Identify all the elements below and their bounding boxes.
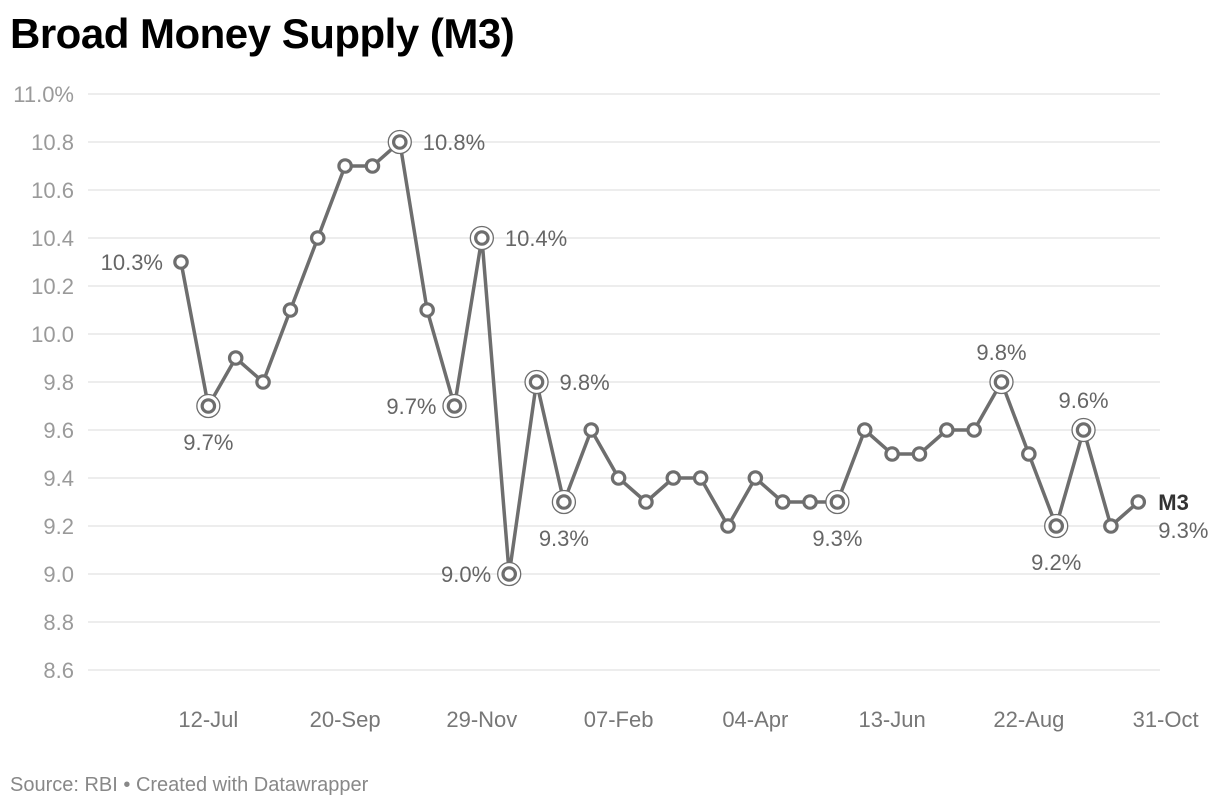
data-point <box>747 470 764 486</box>
data-point <box>391 134 408 150</box>
x-tick-label: 12-Jul <box>178 707 238 732</box>
data-label: 9.2% <box>1031 550 1081 575</box>
data-point <box>255 374 271 390</box>
data-point <box>282 302 299 318</box>
source-text: Source: RBI <box>10 774 118 796</box>
x-tick-label: 20-Sep <box>310 707 381 732</box>
data-point <box>419 302 435 318</box>
x-axis: 12-Jul 20-Sep 29-Nov 07-Feb 04-Apr 13-Jun 22-A… <box>178 707 1198 732</box>
series-name-label: M3 <box>1158 490 1189 515</box>
data-label: 9.0% <box>441 562 491 587</box>
data-point <box>1021 446 1037 462</box>
data-point <box>556 494 572 510</box>
data-label: 9.7% <box>386 394 436 419</box>
x-tick-label: 31-Oct <box>1133 707 1199 732</box>
data-point <box>884 446 900 462</box>
y-tick-label: 11.0% <box>13 82 74 107</box>
data-point <box>364 158 381 174</box>
data-point <box>227 350 244 366</box>
y-tick-label: 9.8 <box>43 370 74 395</box>
series-points <box>173 129 1147 587</box>
data-label: 9.8% <box>976 340 1026 365</box>
data-point <box>1048 518 1064 534</box>
data-label: 10.3% <box>101 250 163 275</box>
data-point <box>692 470 709 486</box>
data-labels: 10.3% 9.7% 10.8% 9.7% 10.4% 9.0% 9.8% 9.3% 9.3% 9… <box>101 130 1209 587</box>
data-point <box>638 494 654 510</box>
data-label: 9.7% <box>183 430 233 455</box>
data-point <box>802 494 818 510</box>
data-point <box>173 254 189 270</box>
y-tick-label: 10.6 <box>31 178 74 203</box>
y-tick-label: 9.6 <box>43 418 74 443</box>
data-point <box>309 230 326 246</box>
credit-text: Created with Datawrapper <box>135 774 369 796</box>
y-tick-label: 10.0 <box>31 322 74 347</box>
data-point <box>829 494 846 510</box>
data-label: 10.8% <box>423 130 485 155</box>
chart-title: Broad Money Supply (M3) <box>10 10 515 57</box>
data-point <box>501 566 517 582</box>
data-label: 10.4% <box>505 226 567 251</box>
y-tick-label: 9.0 <box>43 562 74 587</box>
y-tick-label: 8.6 <box>43 658 74 683</box>
x-tick-label: 07-Feb <box>584 707 654 732</box>
data-point <box>856 422 873 438</box>
y-tick-label: 9.4 <box>43 466 74 491</box>
y-tick-label: 9.2 <box>43 514 74 539</box>
y-tick-label: 10.2 <box>31 274 74 299</box>
grid-lines <box>88 93 1160 671</box>
x-tick-label: 04-Apr <box>722 707 788 732</box>
data-point <box>938 422 955 438</box>
data-label: 9.3% <box>539 526 589 551</box>
data-point <box>337 158 353 174</box>
data-point <box>583 422 600 438</box>
data-label: 9.8% <box>560 370 610 395</box>
data-point <box>720 518 736 534</box>
chart-footer: Source: RBI • Created with Datawrapper <box>10 774 368 797</box>
x-tick-label: 29-Nov <box>446 707 517 732</box>
data-point <box>446 398 463 414</box>
series-end-value-label: 9.3% <box>1158 518 1208 543</box>
x-tick-label: 13-Jun <box>858 707 925 732</box>
footer-separator: • <box>117 774 136 796</box>
data-point <box>1075 422 1092 438</box>
y-tick-label: 10.8 <box>31 130 74 155</box>
data-point <box>474 230 490 246</box>
y-tick-label: 8.8 <box>43 610 74 635</box>
data-point <box>911 446 928 462</box>
data-point <box>966 422 982 438</box>
data-point <box>774 494 791 510</box>
data-point <box>610 470 627 486</box>
m3-line <box>179 140 1141 576</box>
series-line <box>179 140 1141 576</box>
data-point <box>993 374 1010 390</box>
y-tick-label: 10.4 <box>31 226 74 251</box>
data-point <box>1130 494 1147 510</box>
x-tick-label: 22-Aug <box>993 707 1064 732</box>
data-point <box>528 374 545 390</box>
y-axis: 11.0% 10.8 10.6 10.4 10.2 10.0 9.8 9.6 9.4 9.2 9.0… <box>13 82 74 683</box>
data-point <box>200 398 217 414</box>
data-label: 9.3% <box>812 526 862 551</box>
data-point <box>665 470 682 486</box>
data-label: 9.6% <box>1058 388 1108 413</box>
data-point <box>1103 518 1119 534</box>
